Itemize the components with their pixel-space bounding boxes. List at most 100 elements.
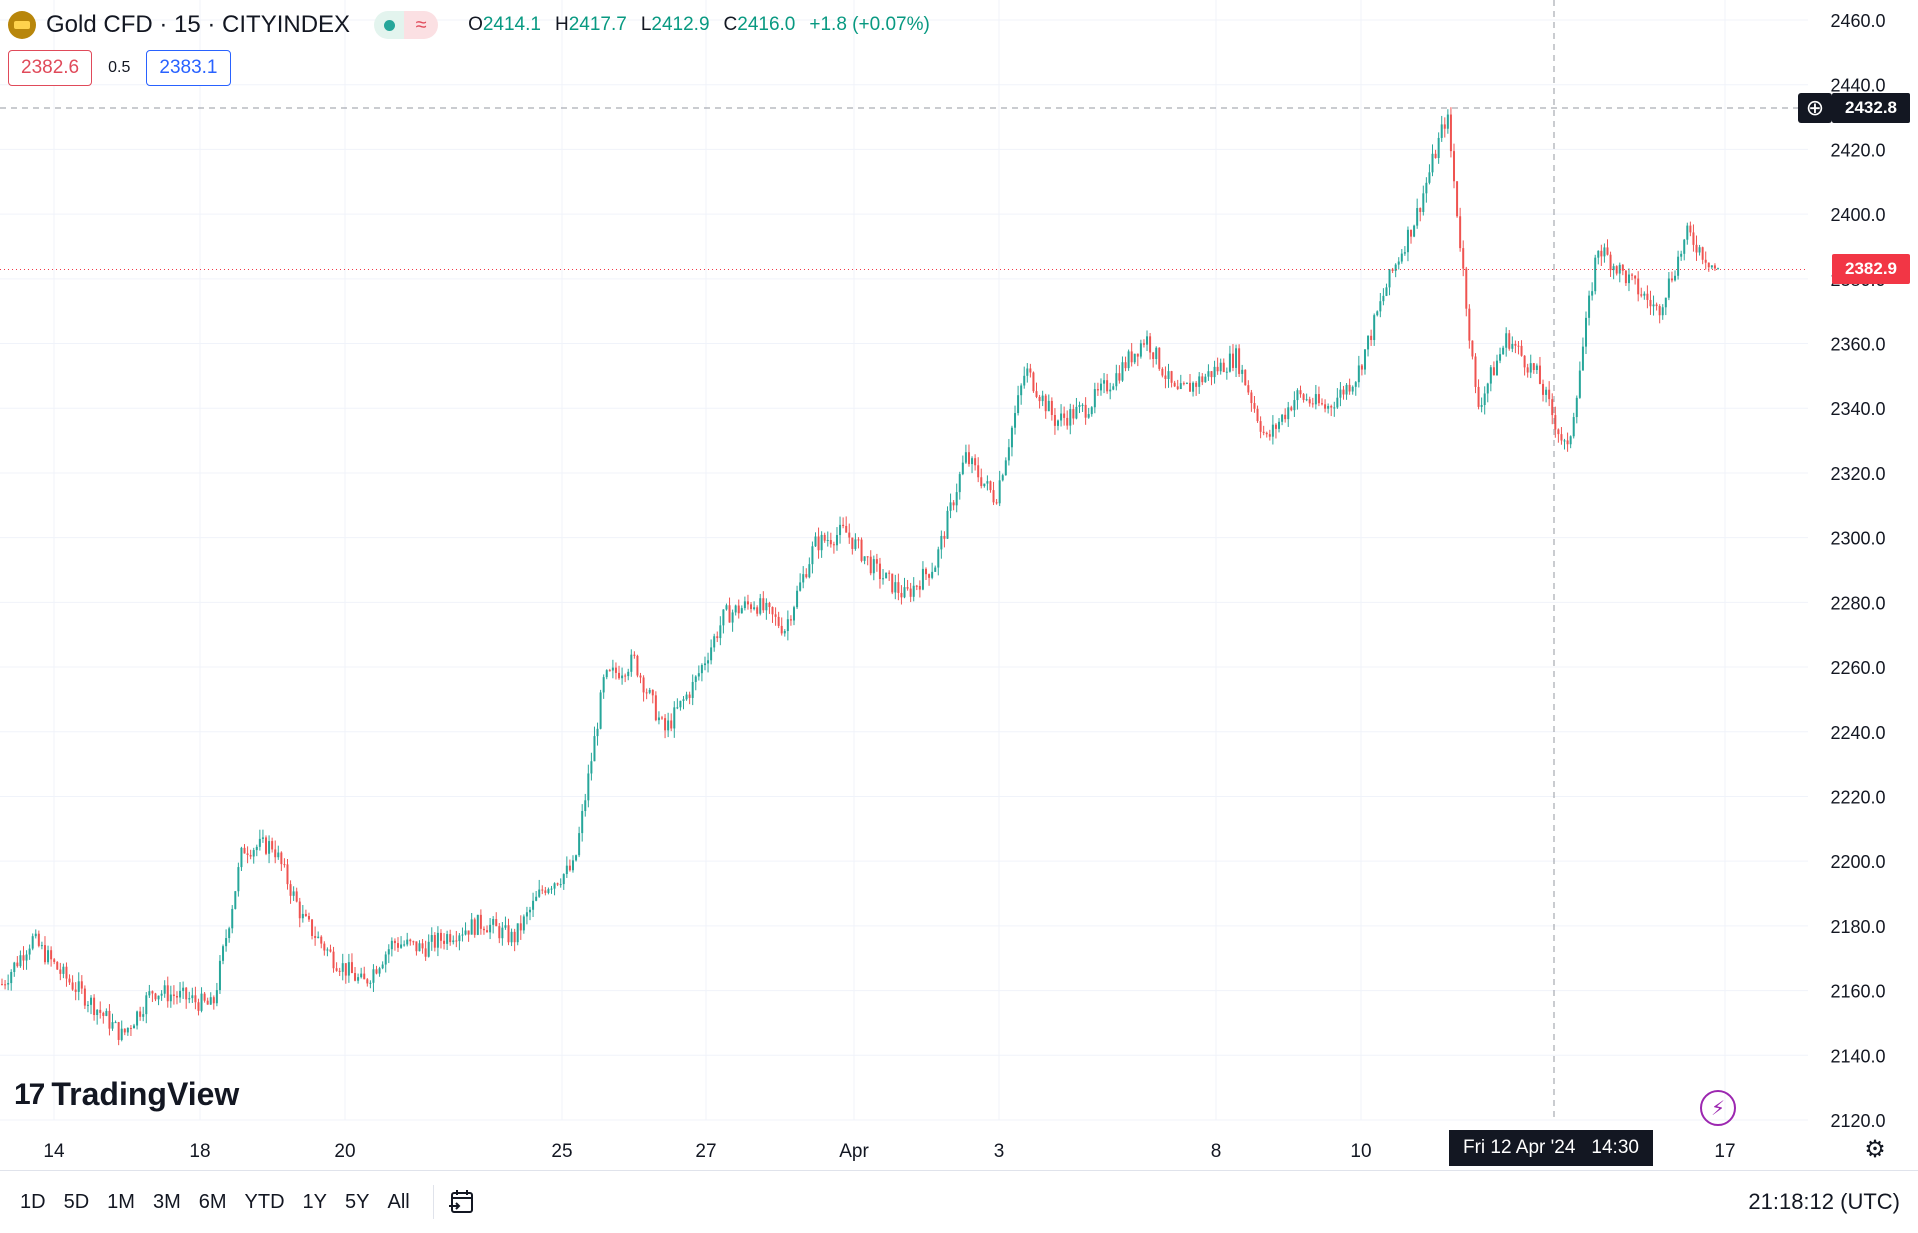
range-3m-button[interactable]: 3M <box>152 1190 181 1213</box>
candle-body <box>1170 371 1173 383</box>
candle-body <box>102 1012 105 1016</box>
chart-area[interactable]: 2120.0 2140.0 2160.0 2180.0 2200.0 2220.0 2240… <box>0 0 1918 1168</box>
candle-body <box>486 930 489 933</box>
candle-body <box>1278 421 1281 429</box>
time-tick-label: 20 <box>334 1141 355 1162</box>
symbol-title[interactable]: Gold CFD · 15 · CITYINDEX <box>46 11 351 38</box>
go-to-date-calendar-icon[interactable] <box>446 1186 478 1218</box>
candle-body <box>117 1022 120 1040</box>
candle-body <box>1078 405 1081 407</box>
candle-body <box>1195 382 1198 387</box>
range-6m-button[interactable]: 6M <box>198 1190 227 1213</box>
range-ytd-button[interactable]: YTD <box>244 1190 285 1213</box>
candle-body <box>166 985 169 1002</box>
candle-body <box>1707 262 1710 268</box>
candle-body <box>90 997 93 1005</box>
candle-body <box>16 962 19 967</box>
candle-body <box>762 598 765 611</box>
candle-body <box>1575 397 1578 418</box>
buy-button[interactable]: 2383.1 <box>146 50 231 86</box>
candle-body <box>1182 383 1185 385</box>
candle-body <box>1443 124 1446 129</box>
flash-lightning-icon[interactable]: ⚡ <box>1700 1090 1736 1126</box>
candle-body <box>289 884 292 896</box>
candle-body <box>99 1009 102 1013</box>
add-alert-plus-icon[interactable]: ⊕ <box>1798 93 1832 123</box>
candle-body <box>891 573 894 593</box>
candle-body <box>541 889 544 891</box>
toolbar-divider <box>432 1185 434 1219</box>
candle-body <box>157 995 160 1000</box>
candle-body <box>1483 393 1486 406</box>
candle-body <box>1391 269 1394 271</box>
price-tick-label: 2460.0 <box>1830 11 1885 31</box>
candle-body <box>648 689 651 693</box>
candle-body <box>1265 432 1268 435</box>
candle-body <box>252 850 255 857</box>
price-chart[interactable]: 2120.0 2140.0 2160.0 2180.0 2200.0 2220.0 2240… <box>0 0 1918 1168</box>
gear-icon[interactable]: ⚙ <box>1864 1135 1886 1163</box>
high-key: H <box>554 14 569 35</box>
candle-body <box>1302 394 1305 400</box>
candle-body <box>725 605 728 610</box>
candle-body <box>194 995 197 1003</box>
reference-lines <box>0 0 1808 1120</box>
range-all-button[interactable]: All <box>387 1190 410 1213</box>
candle-body <box>1422 193 1425 212</box>
last-price-label: 2382.9 <box>1832 254 1910 285</box>
candle-body <box>915 585 918 587</box>
candle-body <box>1704 259 1707 263</box>
candle-body <box>240 847 243 868</box>
candle-body <box>1210 371 1213 378</box>
candle-body <box>498 926 501 939</box>
candle-body <box>1130 351 1133 363</box>
candle-body <box>525 912 528 917</box>
data-delay-icon[interactable]: ≈ <box>404 11 439 39</box>
chart-header: Gold CFD · 15 · CITYINDEX ≈ O2414.1 H241… <box>8 8 930 42</box>
candle-body <box>1235 348 1238 368</box>
range-1y-button[interactable]: 1Y <box>302 1190 328 1213</box>
range-5d-button[interactable]: 5D <box>63 1190 90 1213</box>
candle-body <box>1296 390 1299 401</box>
price-tick-label: 2260.0 <box>1830 658 1885 678</box>
candle-body <box>737 605 740 614</box>
candle-body <box>1090 407 1093 415</box>
candle-body <box>1397 261 1400 265</box>
candle-body <box>246 853 249 855</box>
candle-body <box>1017 395 1020 414</box>
sell-button[interactable]: 2382.6 <box>8 50 93 86</box>
candle-body <box>937 549 940 568</box>
candle-body <box>1050 400 1053 415</box>
candle-body <box>1624 270 1627 284</box>
utc-clock[interactable]: 21:18:12 (UTC) <box>1748 1189 1900 1214</box>
candle-body <box>854 539 857 549</box>
candle-body <box>955 492 958 506</box>
candle-body <box>148 991 151 996</box>
candle-body <box>1557 429 1560 435</box>
candle-body <box>651 689 654 696</box>
price-tick-label: 2180.0 <box>1830 917 1885 937</box>
candle-body <box>1149 336 1152 353</box>
tradingview-watermark[interactable]: 17 TradingView <box>14 1076 239 1113</box>
range-1d-button[interactable]: 1D <box>20 1190 46 1213</box>
candle-body <box>430 935 433 942</box>
candle-body <box>1695 244 1698 253</box>
candle-body <box>283 864 286 866</box>
candle-body <box>1572 417 1575 437</box>
candle-body <box>789 619 792 621</box>
candle-body <box>1538 365 1541 384</box>
candle-body <box>885 572 888 579</box>
range-5y-button[interactable]: 5Y <box>345 1190 370 1213</box>
candle-body <box>489 924 492 933</box>
market-open-dot-icon[interactable] <box>374 11 405 39</box>
range-1m-button[interactable]: 1M <box>107 1190 135 1213</box>
axis-labels: 2120.0 2140.0 2160.0 2180.0 2200.0 2220.0 2240… <box>43 11 1885 1162</box>
candle-body <box>1136 353 1139 357</box>
candle-body <box>1225 371 1228 373</box>
candle-body <box>163 985 166 994</box>
market-status[interactable]: ≈ <box>374 11 439 39</box>
candle-body <box>697 673 700 677</box>
crosshair-date: Fri 12 Apr '24 <box>1463 1137 1576 1158</box>
candle-body <box>1032 372 1035 392</box>
candle-body <box>1376 311 1379 316</box>
